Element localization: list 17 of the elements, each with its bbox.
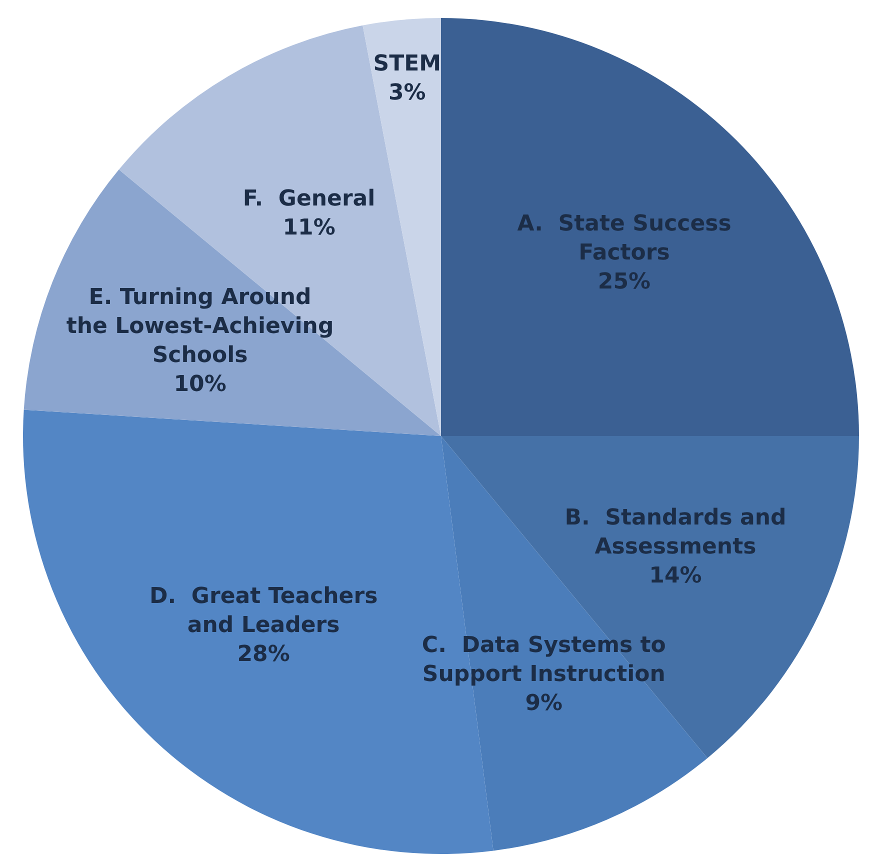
data-label: 3% bbox=[388, 80, 426, 106]
slice-label: C. Data Systems to Support Instruction bbox=[422, 632, 666, 686]
data-label: 28% bbox=[237, 641, 290, 666]
slice-label: E. Turning Around the Lowest-Achieving Schools bbox=[66, 284, 334, 368]
data-label: 10% bbox=[174, 372, 226, 397]
pie-slice bbox=[24, 170, 441, 436]
data-label: 9% bbox=[525, 690, 563, 716]
slice-label: F. General bbox=[242, 186, 376, 211]
data-label: 14% bbox=[649, 562, 702, 588]
slice-label: STEM bbox=[373, 51, 442, 76]
slice-label: B. Standards and Assessments bbox=[564, 504, 786, 559]
pie-slice bbox=[118, 25, 441, 436]
data-label: 11% bbox=[282, 214, 336, 240]
data-label: 25% bbox=[598, 269, 651, 294]
slice-label: D. Great Teachers and Leaders bbox=[149, 583, 378, 638]
slice-label: A. State Success Factors bbox=[517, 211, 732, 266]
pie-slice bbox=[441, 18, 859, 436]
